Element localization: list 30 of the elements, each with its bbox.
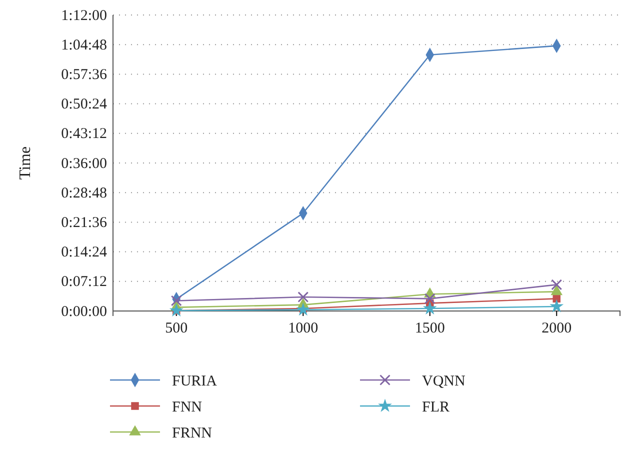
- point: [424, 293, 436, 304]
- x-tick-label: 2000: [542, 320, 572, 337]
- y-tick-label: 0:21:36: [61, 215, 108, 231]
- x-tick-label: 1000: [288, 320, 318, 337]
- point: [170, 295, 182, 306]
- point: [551, 279, 562, 290]
- x-tick-label: 1500: [414, 320, 445, 337]
- y-tick-label: 0:50:24: [61, 96, 108, 113]
- legend-label: FRNN: [172, 425, 212, 442]
- point: [298, 292, 309, 302]
- y-tick-label: 0:43:12: [61, 126, 107, 142]
- y-tick-label: 0:36:00: [61, 156, 107, 172]
- y-tick-label: 0:28:48: [61, 185, 107, 202]
- legend-label: VQNN: [422, 373, 466, 390]
- point: [169, 303, 184, 317]
- point: [550, 299, 564, 312]
- y-tick-label: 0:57:36: [61, 67, 108, 83]
- legend-label: FNN: [172, 399, 202, 416]
- point: [296, 302, 310, 316]
- y-tick-label: 0:07:12: [61, 274, 107, 290]
- y-tick-label: 1:12:00: [61, 8, 107, 24]
- point: [550, 284, 563, 296]
- legend-label: FLR: [422, 399, 450, 416]
- y-tick-label: 0:14:24: [61, 244, 108, 261]
- legend-label: FURIA: [172, 373, 218, 390]
- x-tick-label: 500: [165, 320, 188, 337]
- point: [422, 301, 437, 314]
- y-tick-label: 1:04:48: [61, 37, 107, 54]
- y-tick-label: 0:00:00: [61, 304, 107, 320]
- y-axis-title: Time: [17, 146, 34, 180]
